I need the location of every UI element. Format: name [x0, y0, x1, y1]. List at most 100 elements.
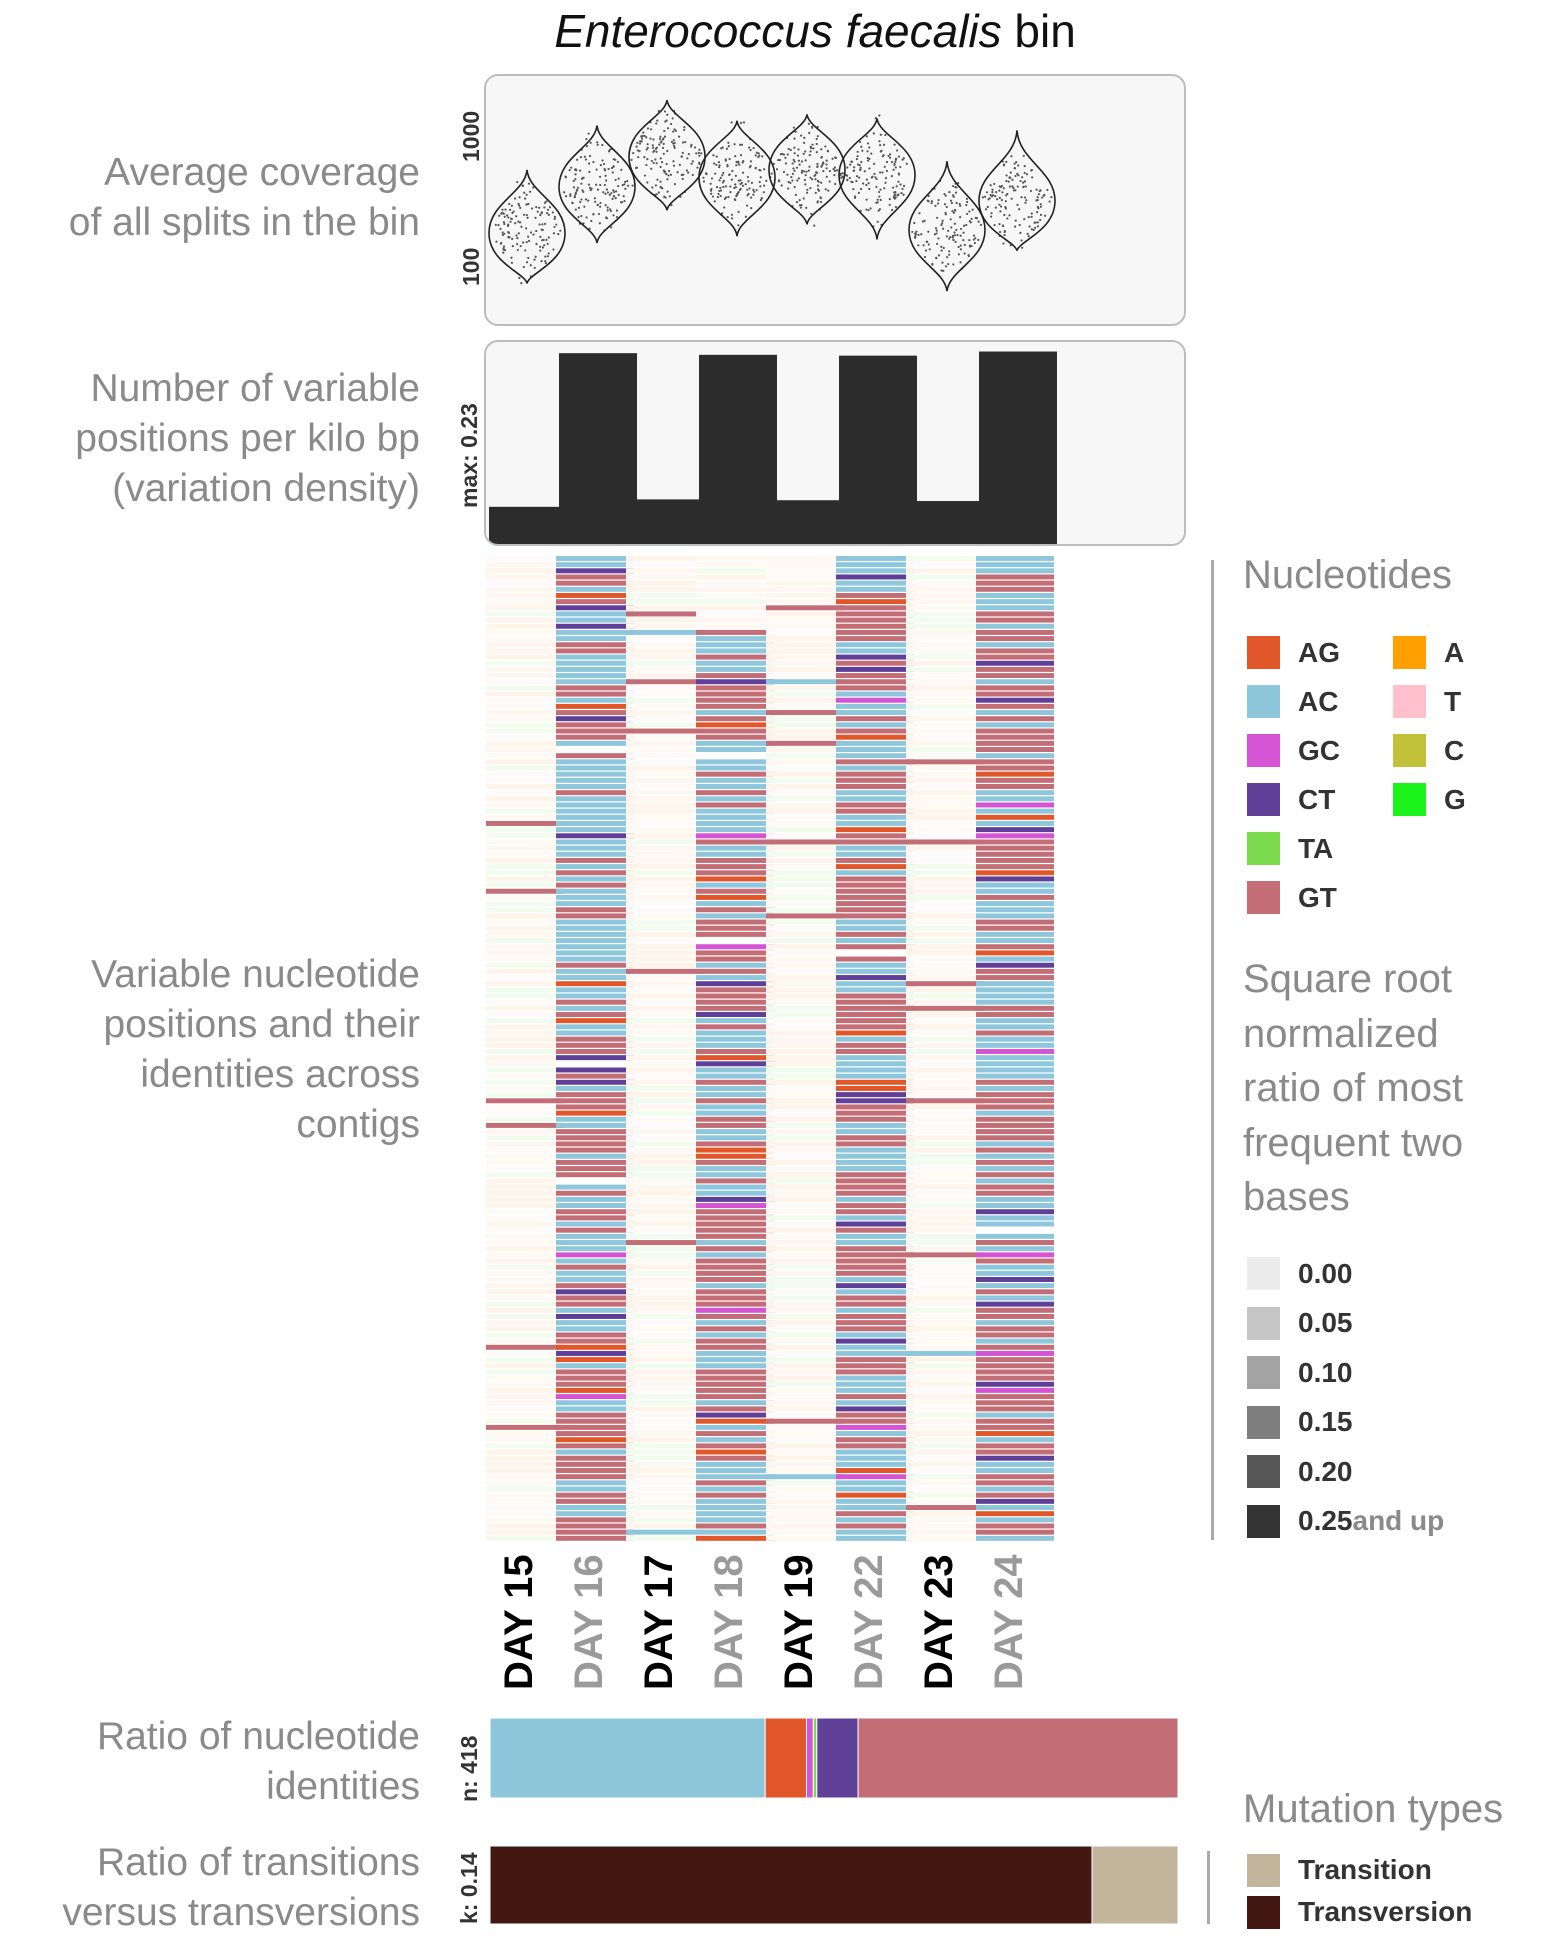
heatmap-cell: [766, 1492, 844, 1498]
coverage-point: [855, 179, 858, 183]
heatmap-cell: [486, 666, 564, 672]
heatmap-cell: [556, 857, 634, 863]
density-bar: [839, 355, 917, 544]
heatmap-cell: [766, 987, 844, 993]
heatmap-cell: [626, 1437, 704, 1443]
coverage-point: [575, 188, 579, 191]
coverage-point: [502, 247, 505, 250]
violin-day-16: [558, 125, 636, 244]
heatmap-cell: [836, 827, 914, 833]
heatmap-cell: [696, 1455, 774, 1461]
heatmap-cell: [836, 1468, 914, 1474]
coverage-point: [665, 173, 668, 176]
heatmap-cell: [906, 1024, 984, 1030]
coverage-point: [603, 183, 606, 187]
heatmap-cell: [626, 1104, 704, 1110]
heatmap-cell: [906, 562, 984, 568]
heatmap-cell: [836, 716, 914, 722]
coverage-point: [1014, 219, 1017, 222]
heatmap-cell: [486, 1424, 564, 1430]
coverage-point: [662, 137, 665, 140]
coverage-label-line: Average coverage: [104, 151, 420, 194]
heatmap-cell: [626, 1215, 704, 1221]
coverage-point: [793, 152, 796, 155]
heatmap-cell: [766, 1135, 844, 1141]
coverage-point: [866, 159, 870, 162]
heatmap-cell: [976, 1517, 1054, 1523]
heatmap-cell: [766, 999, 844, 1005]
heatmap-cell: [556, 1387, 634, 1393]
heatmap-cell: [836, 857, 914, 863]
coverage-point: [713, 200, 716, 203]
coverage-point: [572, 179, 575, 183]
heatmap-cell: [976, 1357, 1054, 1363]
heatmap-cell: [976, 1221, 1054, 1227]
heatmap-cell: [836, 802, 914, 808]
heatmap-cell: [626, 1153, 704, 1159]
heatmap-cell: [556, 1529, 634, 1535]
coverage-point: [730, 178, 733, 181]
coverage-point: [998, 189, 1001, 192]
heatmap-cell: [486, 1313, 564, 1319]
coverage-point: [553, 215, 557, 218]
coverage-point: [791, 162, 794, 165]
heatmap-cell: [836, 1252, 914, 1258]
heatmap-cell: [836, 993, 914, 999]
heatmap-cell: [906, 845, 984, 851]
heatmap-cell: [766, 1005, 844, 1011]
coverage-point: [995, 191, 998, 194]
coverage-point: [659, 185, 662, 189]
heatmap-cell: [976, 1036, 1054, 1042]
heatmap-cell: [836, 1455, 914, 1461]
heatmap-cell: [696, 1474, 774, 1480]
coverage-point: [1034, 221, 1037, 224]
heatmap-cell: [976, 586, 1054, 592]
violin-day-19: [768, 114, 846, 227]
heatmap-cell: [486, 1135, 564, 1141]
coverage-point: [974, 237, 977, 240]
coverage-point: [1024, 185, 1027, 188]
heatmap-cell: [626, 1018, 704, 1024]
coverage-point: [983, 195, 987, 198]
heatmap-cell: [976, 968, 1054, 974]
heatmap-cell: [556, 747, 634, 752]
heatmap-cell: [976, 679, 1054, 685]
coverage-point: [877, 190, 881, 194]
heatmap-cell: [906, 734, 984, 740]
heatmap-cell: [626, 907, 704, 913]
coverage-point: [746, 175, 749, 179]
coverage-point: [782, 153, 786, 156]
coverage-point: [859, 140, 862, 144]
heatmap-cell: [696, 1289, 774, 1295]
coverage-point: [504, 208, 507, 211]
heatmap-cell: [696, 1535, 774, 1541]
heatmap-cell: [906, 1517, 984, 1523]
heatmap-cell: [766, 1529, 844, 1535]
heatmap-cell: [626, 1209, 704, 1215]
heatmap-cell: [906, 1449, 984, 1455]
coverage-point: [547, 236, 550, 239]
coverage-point: [660, 140, 663, 143]
heatmap-cell: [976, 1264, 1054, 1270]
coverage-point: [1030, 169, 1033, 172]
coverage-point: [825, 175, 828, 178]
heatmap-cell: [696, 814, 774, 820]
heatmap-cell: [556, 666, 634, 672]
coverage-point: [804, 159, 807, 162]
coverage-point: [731, 169, 734, 173]
legend-label: AG: [1298, 636, 1340, 668]
coverage-point: [849, 163, 852, 166]
nucleotides-legend-title: Nucleotides: [1243, 553, 1453, 597]
coverage-point: [519, 206, 522, 209]
heatmap-cell: [836, 820, 914, 826]
heatmap-cell: [696, 1030, 774, 1036]
heatmap-cell: [486, 691, 564, 697]
coverage-point: [542, 238, 545, 242]
coverage-point: [1036, 221, 1039, 224]
coverage-point: [658, 137, 662, 141]
heatmap-cell: [696, 636, 774, 642]
heatmap-cell: [906, 710, 984, 716]
coverage-point: [811, 143, 814, 146]
heatmap-cell: [836, 562, 914, 568]
heatmap-cell: [976, 1184, 1054, 1190]
